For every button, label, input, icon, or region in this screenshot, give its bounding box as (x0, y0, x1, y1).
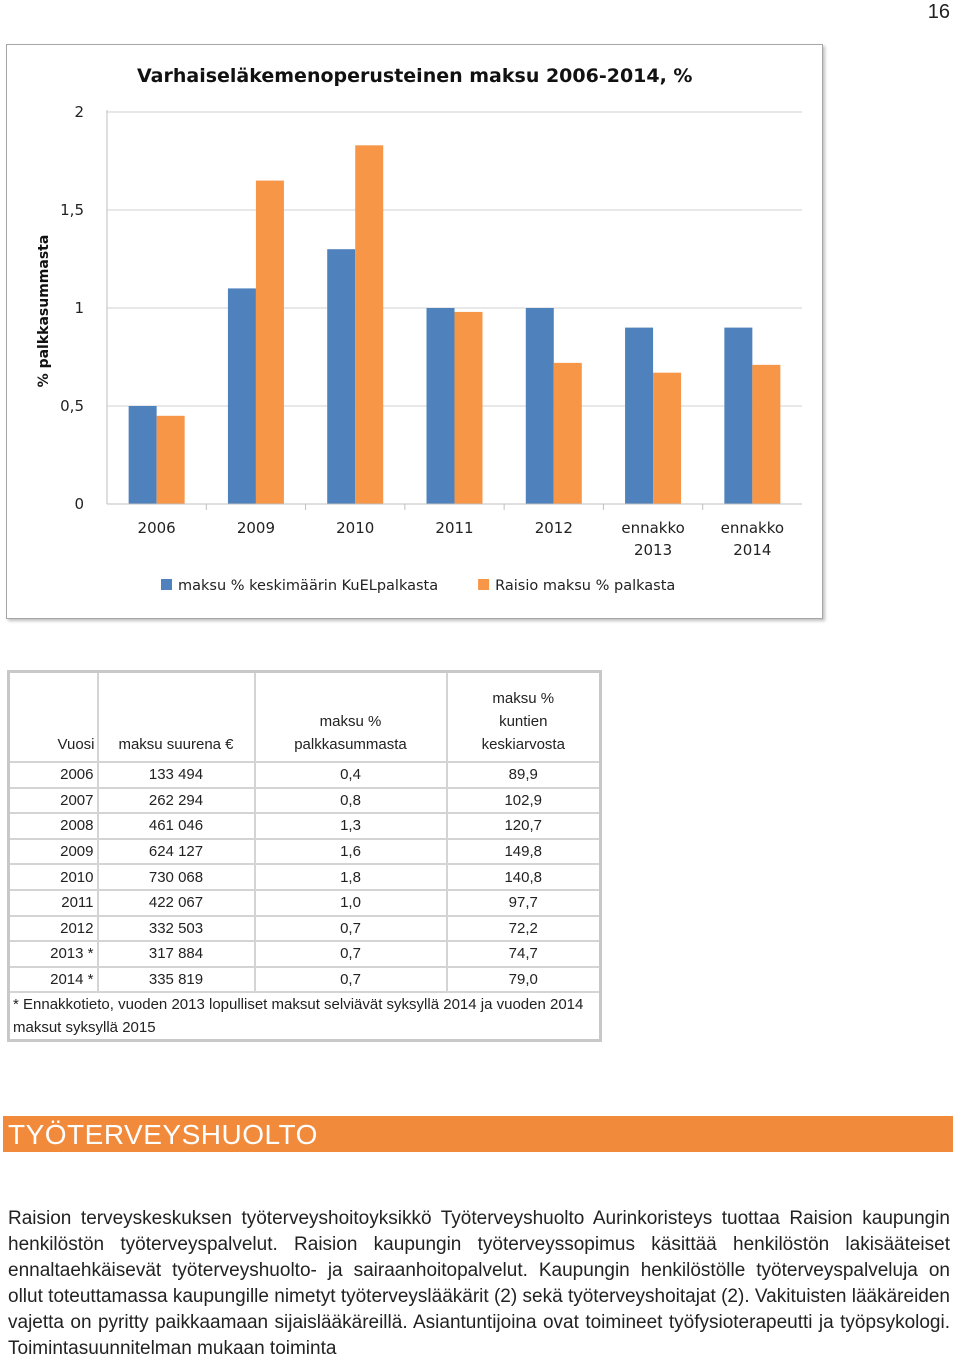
bar (156, 415, 185, 504)
x-tick-label: 2009 (237, 519, 275, 537)
x-tick-label: ennakko (621, 519, 684, 537)
table-header-row: Vuosi maksu suurena € maksu % palkkasumm… (7, 670, 602, 763)
table-row: 2009 624 127 1,6 149,8 (7, 837, 602, 866)
table-row: 2006 133 494 0,4 89,9 (7, 761, 602, 789)
section-title: TYÖTERVEYSHUOLTO (8, 1119, 318, 1150)
legend-entry: maksu % keskimäärin KuELpalkasta (178, 578, 438, 594)
table-row: 2014 * 335 819 0,7 79,0 (7, 965, 602, 994)
x-tick-label: 2011 (435, 519, 473, 537)
payment-table: Vuosi maksu suurena € maksu % palkkasumm… (7, 670, 602, 1043)
table-row: 2008 461 046 1,3 120,7 (7, 812, 602, 840)
y-tick-label: 0,5 (60, 397, 84, 415)
bar (653, 372, 682, 504)
legend-entry: Raisio maksu % palkasta (495, 578, 675, 594)
y-axis-label: % palkkasummasta (36, 235, 52, 388)
payment-table-wrap: Vuosi maksu suurena € maksu % palkkasumm… (7, 670, 602, 1043)
header-amount: maksu suurena € (96, 670, 256, 763)
body-text: Raision terveyskeskuksen työterveyshoito… (8, 1206, 950, 1362)
x-tick-label: 2010 (336, 519, 374, 537)
bar-chart-svg: Varhaiseläkemenoperusteinen maksu 2006-2… (36, 65, 802, 594)
y-tick-label: 0 (74, 495, 84, 513)
paragraph: Raision terveyskeskuksen työterveyshoito… (8, 1208, 950, 1359)
header-year: Vuosi (7, 670, 99, 763)
bar (454, 311, 483, 504)
x-tick-label: 2006 (138, 519, 176, 537)
bars (128, 145, 781, 504)
y-tick-label: 1,5 (60, 201, 84, 219)
bar (255, 180, 284, 504)
legend-swatch (161, 579, 172, 590)
x-axis-ticks: 2006 2009 2010 2011 2012 ennakko 2013 ennakko 20… (107, 503, 802, 559)
x-tick-label: 2012 (535, 519, 573, 537)
page-number: 16 (927, 1, 950, 23)
table-row: 2007 262 294 0,8 102,9 (7, 786, 602, 815)
bar-chart: Varhaiseläkemenoperusteinen maksu 2006-2… (6, 44, 823, 619)
bar (724, 327, 753, 504)
header-percent: maksu % palkkasummasta (253, 670, 448, 763)
table-footnote: * Ennakkotieto, vuoden 2013 lopulliset m… (7, 991, 602, 1042)
bar (128, 406, 157, 504)
bar (553, 362, 582, 504)
bar (355, 145, 384, 504)
bar (525, 308, 554, 504)
bar (625, 327, 654, 504)
y-tick-label: 1 (74, 299, 84, 317)
chart-title: Varhaiseläkemenoperusteinen maksu 2006-2… (137, 65, 692, 87)
table-row: 2011 422 067 1,0 97,7 (7, 888, 602, 917)
y-axis-ticks: 0 0,5 1 1,5 2 (60, 103, 84, 513)
header-average: maksu % kuntien keskiarvosta (445, 670, 602, 763)
table-note-row: * Ennakkotieto, vuoden 2013 lopulliset m… (7, 991, 602, 1042)
y-tick-label: 2 (74, 103, 84, 121)
table-row: 2012 332 503 0,7 72,2 (7, 914, 602, 943)
section-header-bar: TYÖTERVEYSHUOLTO (3, 1116, 953, 1152)
bar (752, 364, 781, 504)
bar (426, 308, 455, 504)
table-row: 2010 730 068 1,8 140,8 (7, 863, 602, 891)
bar (227, 288, 256, 504)
table-body: 2006 133 494 0,4 89,9 2007 262 294 0,8 102,9 2… (7, 761, 602, 1042)
x-tick-label: ennakko (721, 519, 784, 537)
x-tick-label: 2014 (733, 541, 771, 559)
x-tick-label: 2013 (634, 541, 672, 559)
table-row: 2013 * 317 884 0,7 74,7 (7, 940, 602, 968)
legend: maksu % keskimäärin KuELpalkasta Raisio m… (161, 578, 675, 594)
legend-swatch (478, 579, 490, 590)
bar (327, 249, 356, 504)
